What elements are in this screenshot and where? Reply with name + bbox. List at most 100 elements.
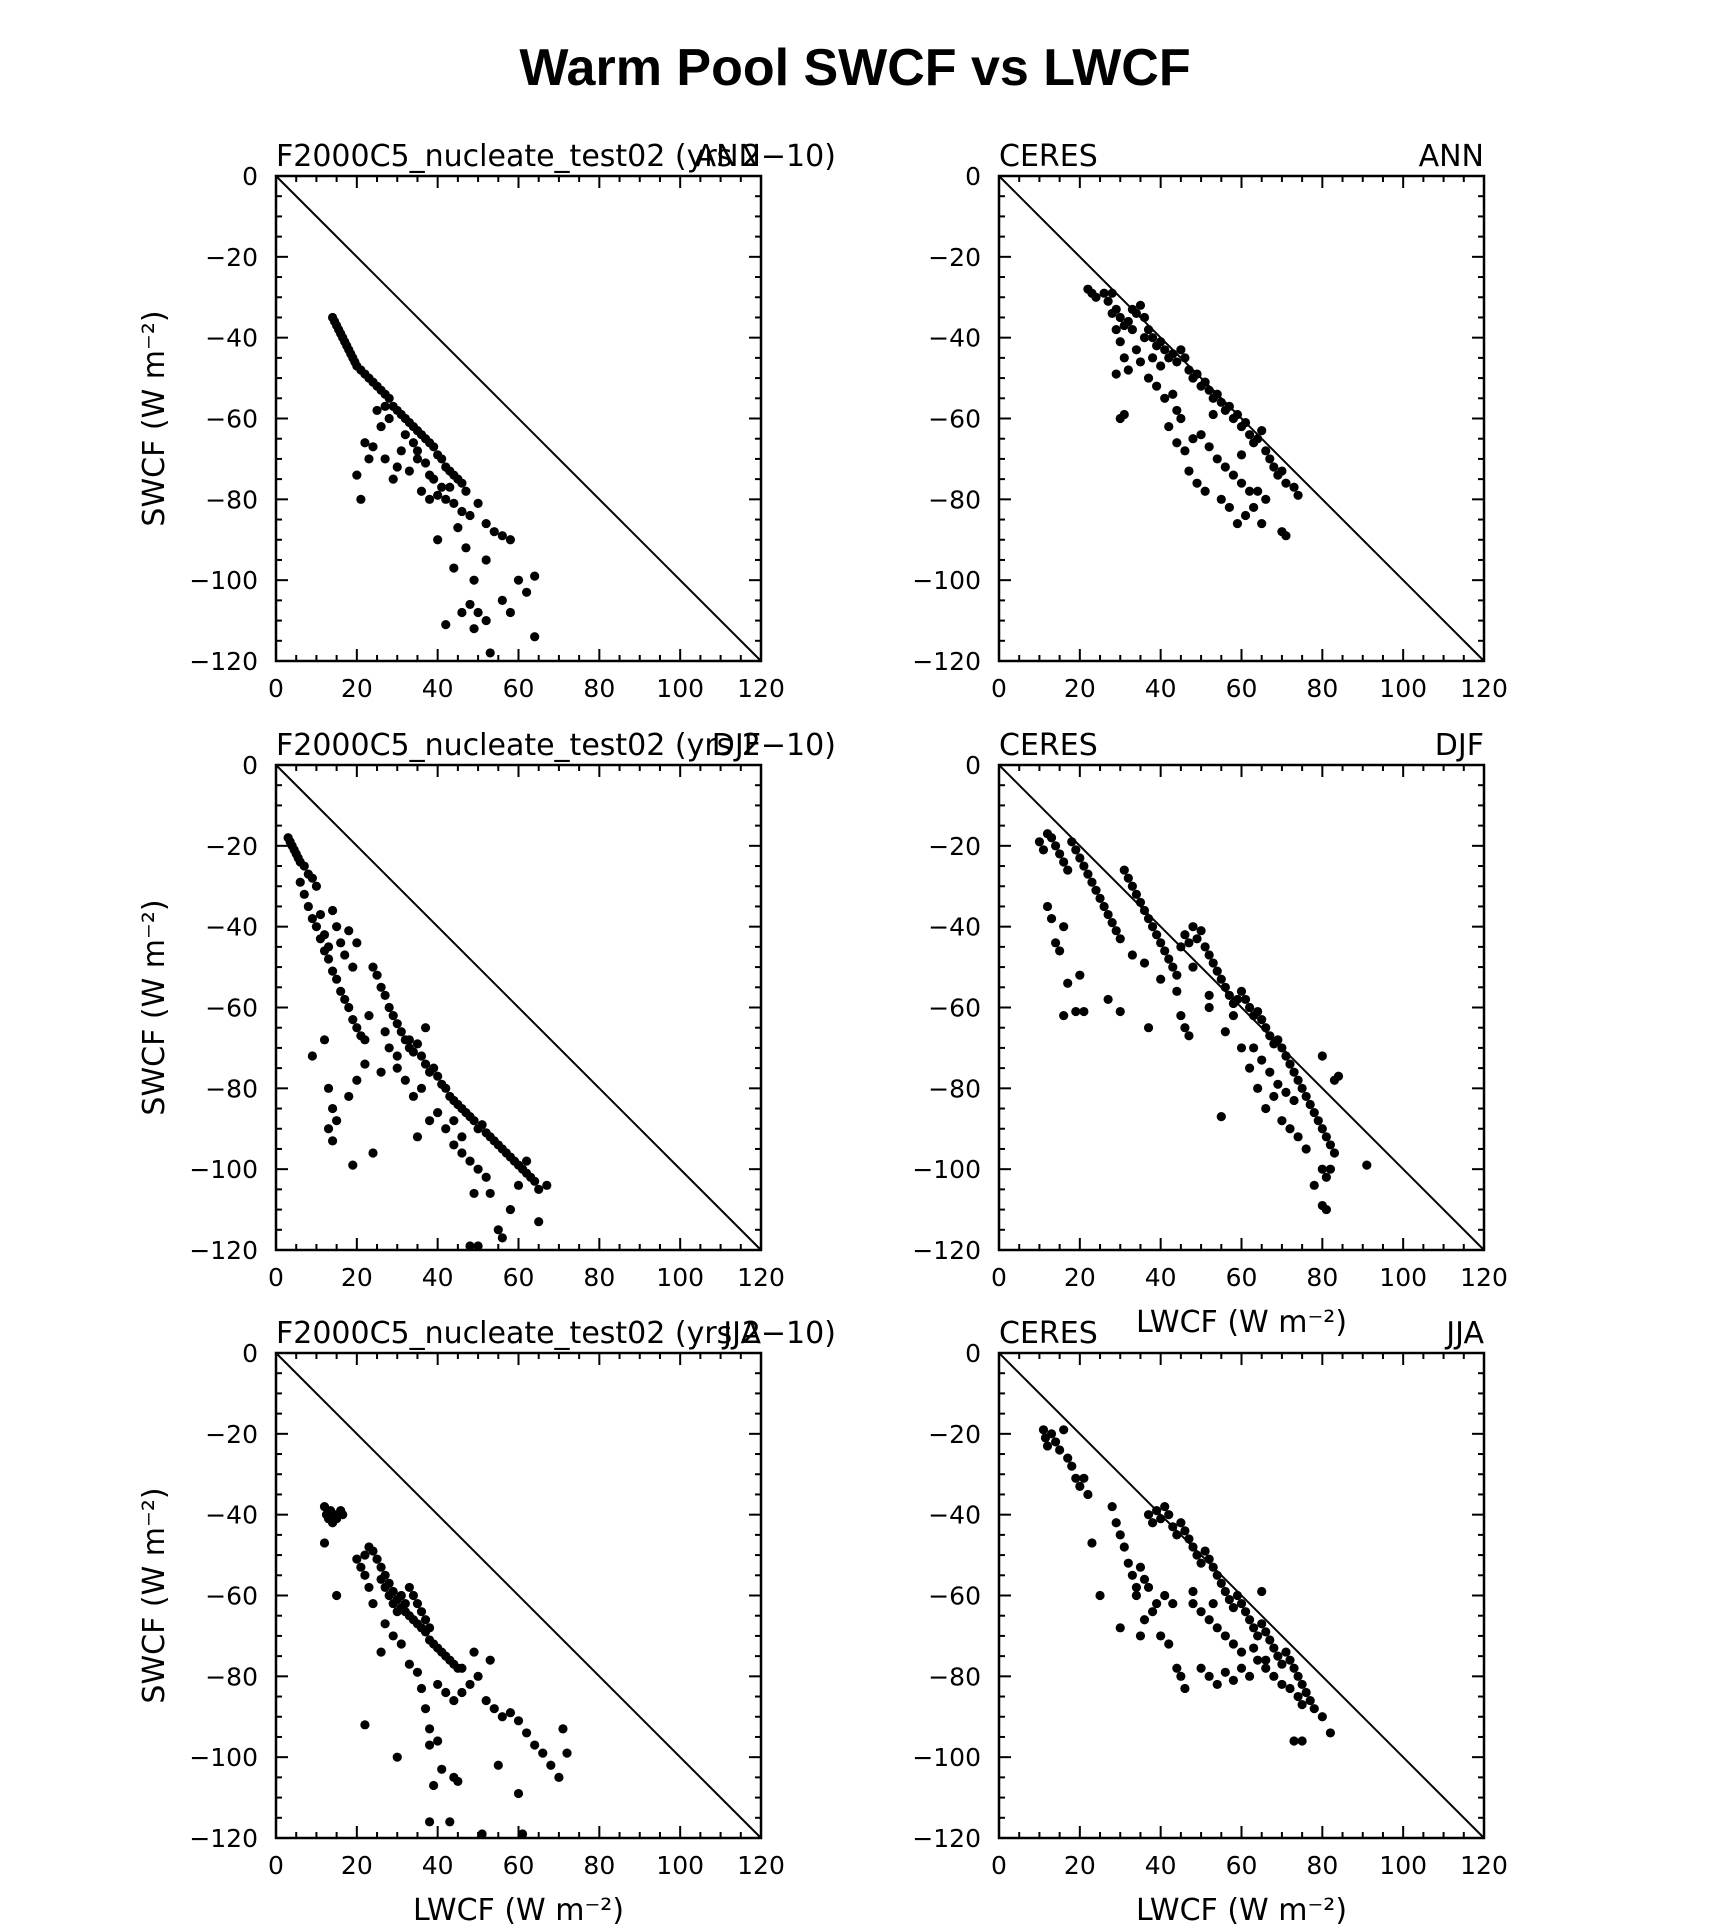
data-point: [1055, 1445, 1065, 1455]
data-point: [513, 1788, 524, 1799]
data-point: [1200, 377, 1210, 387]
x-tick-label: 20: [1064, 1263, 1096, 1292]
chart-panel-obs-ANN: 0 20 40 60 80 100 120 0 −20 −40 −60 −80 −100 −120 CERE…: [912, 139, 1508, 703]
data-point: [1107, 918, 1117, 928]
data-point: [1131, 889, 1142, 899]
data-point: [1236, 1598, 1247, 1609]
data-point: [1147, 1607, 1158, 1617]
data-point: [1216, 494, 1226, 504]
data-point: [1192, 369, 1202, 379]
one-to-one-line: [998, 175, 1485, 662]
data-point: [1285, 1059, 1295, 1069]
panel-right-label: DJF: [712, 728, 761, 763]
data-point: [1071, 845, 1081, 855]
data-point: [323, 1083, 334, 1093]
data-point: [1188, 962, 1198, 972]
data-point: [497, 595, 507, 605]
data-point: [1143, 1023, 1154, 1033]
data-point: [1046, 833, 1057, 843]
data-point: [424, 1817, 435, 1827]
data-point: [1099, 288, 1109, 298]
data-point: [497, 1712, 507, 1722]
data-point: [352, 938, 362, 948]
data-point: [400, 430, 410, 440]
data-point: [1176, 1671, 1186, 1681]
data-point: [1192, 934, 1202, 944]
x-tick-label: 20: [341, 1851, 373, 1880]
data-point: [372, 1554, 382, 1564]
data-point: [1196, 1558, 1206, 1568]
x-tick-label: 40: [1145, 674, 1177, 703]
data-point: [1127, 950, 1137, 960]
data-point: [1143, 1582, 1154, 1593]
data-point: [1050, 841, 1061, 851]
data-point: [457, 478, 467, 488]
data-point: [1127, 324, 1137, 335]
data-point: [1160, 1501, 1170, 1512]
data-point: [1289, 1736, 1299, 1746]
data-point: [1119, 865, 1129, 875]
data-point: [1139, 1615, 1150, 1625]
data-point: [1160, 345, 1170, 355]
data-point: [1293, 1671, 1303, 1681]
data-point: [384, 1002, 394, 1013]
data-point: [412, 446, 423, 456]
data-point: [1160, 1590, 1170, 1601]
data-point: [352, 1075, 362, 1085]
data-point: [433, 1071, 443, 1081]
data-point: [1156, 974, 1166, 984]
x-tick-label: 80: [1306, 1851, 1338, 1880]
x-tick-label: 120: [737, 1851, 785, 1880]
data-point: [1257, 518, 1267, 529]
data-point: [1297, 1736, 1307, 1746]
data-point: [562, 1748, 572, 1758]
data-point: [505, 1708, 516, 1718]
data-point: [1196, 1663, 1206, 1673]
x-tick-label: 60: [503, 674, 535, 703]
data-point: [416, 1683, 427, 1694]
data-point: [1139, 1574, 1150, 1584]
data-point: [1277, 1116, 1287, 1126]
data-point: [1208, 1562, 1218, 1572]
data-point: [489, 527, 499, 537]
data-point: [469, 575, 479, 585]
data-point: [311, 922, 322, 932]
x-tick-label: 120: [737, 674, 785, 703]
data-point: [396, 1639, 406, 1649]
data-point: [1325, 1140, 1336, 1150]
data-point: [1075, 970, 1085, 980]
data-point: [1192, 1550, 1202, 1560]
data-point: [384, 413, 394, 424]
data-point: [1293, 490, 1303, 500]
data-point: [424, 1740, 435, 1750]
x-tick-label: 40: [1145, 1851, 1177, 1880]
data-point: [412, 1667, 423, 1677]
data-point: [1147, 922, 1158, 932]
data-point: [380, 401, 390, 411]
data-point: [1293, 1691, 1303, 1702]
y-tick-label: −20: [205, 832, 258, 861]
data-point: [340, 950, 350, 960]
data-point: [416, 1607, 427, 1617]
data-point: [1309, 1180, 1319, 1190]
data-point: [420, 1059, 431, 1069]
data-point: [412, 454, 423, 464]
data-point: [1180, 446, 1190, 456]
data-point: [1244, 1002, 1255, 1013]
data-point: [388, 1631, 398, 1641]
data-point: [1087, 877, 1097, 887]
data-point: [416, 1051, 427, 1061]
data-point: [1079, 1006, 1089, 1017]
data-point: [412, 1598, 423, 1609]
data-point: [1253, 1006, 1263, 1017]
data-point: [388, 1010, 398, 1021]
data-point: [372, 405, 382, 416]
data-point: [1297, 1700, 1307, 1710]
data-point: [1289, 1095, 1299, 1106]
panel-left-label: F2000C5_nucleate_test02 (yrs 2−10): [276, 1316, 836, 1351]
x-tick-label: 20: [341, 1263, 373, 1292]
data-point: [1240, 1607, 1251, 1617]
data-point: [1208, 958, 1218, 968]
data-point: [1123, 1558, 1133, 1568]
data-point: [1236, 1663, 1247, 1673]
